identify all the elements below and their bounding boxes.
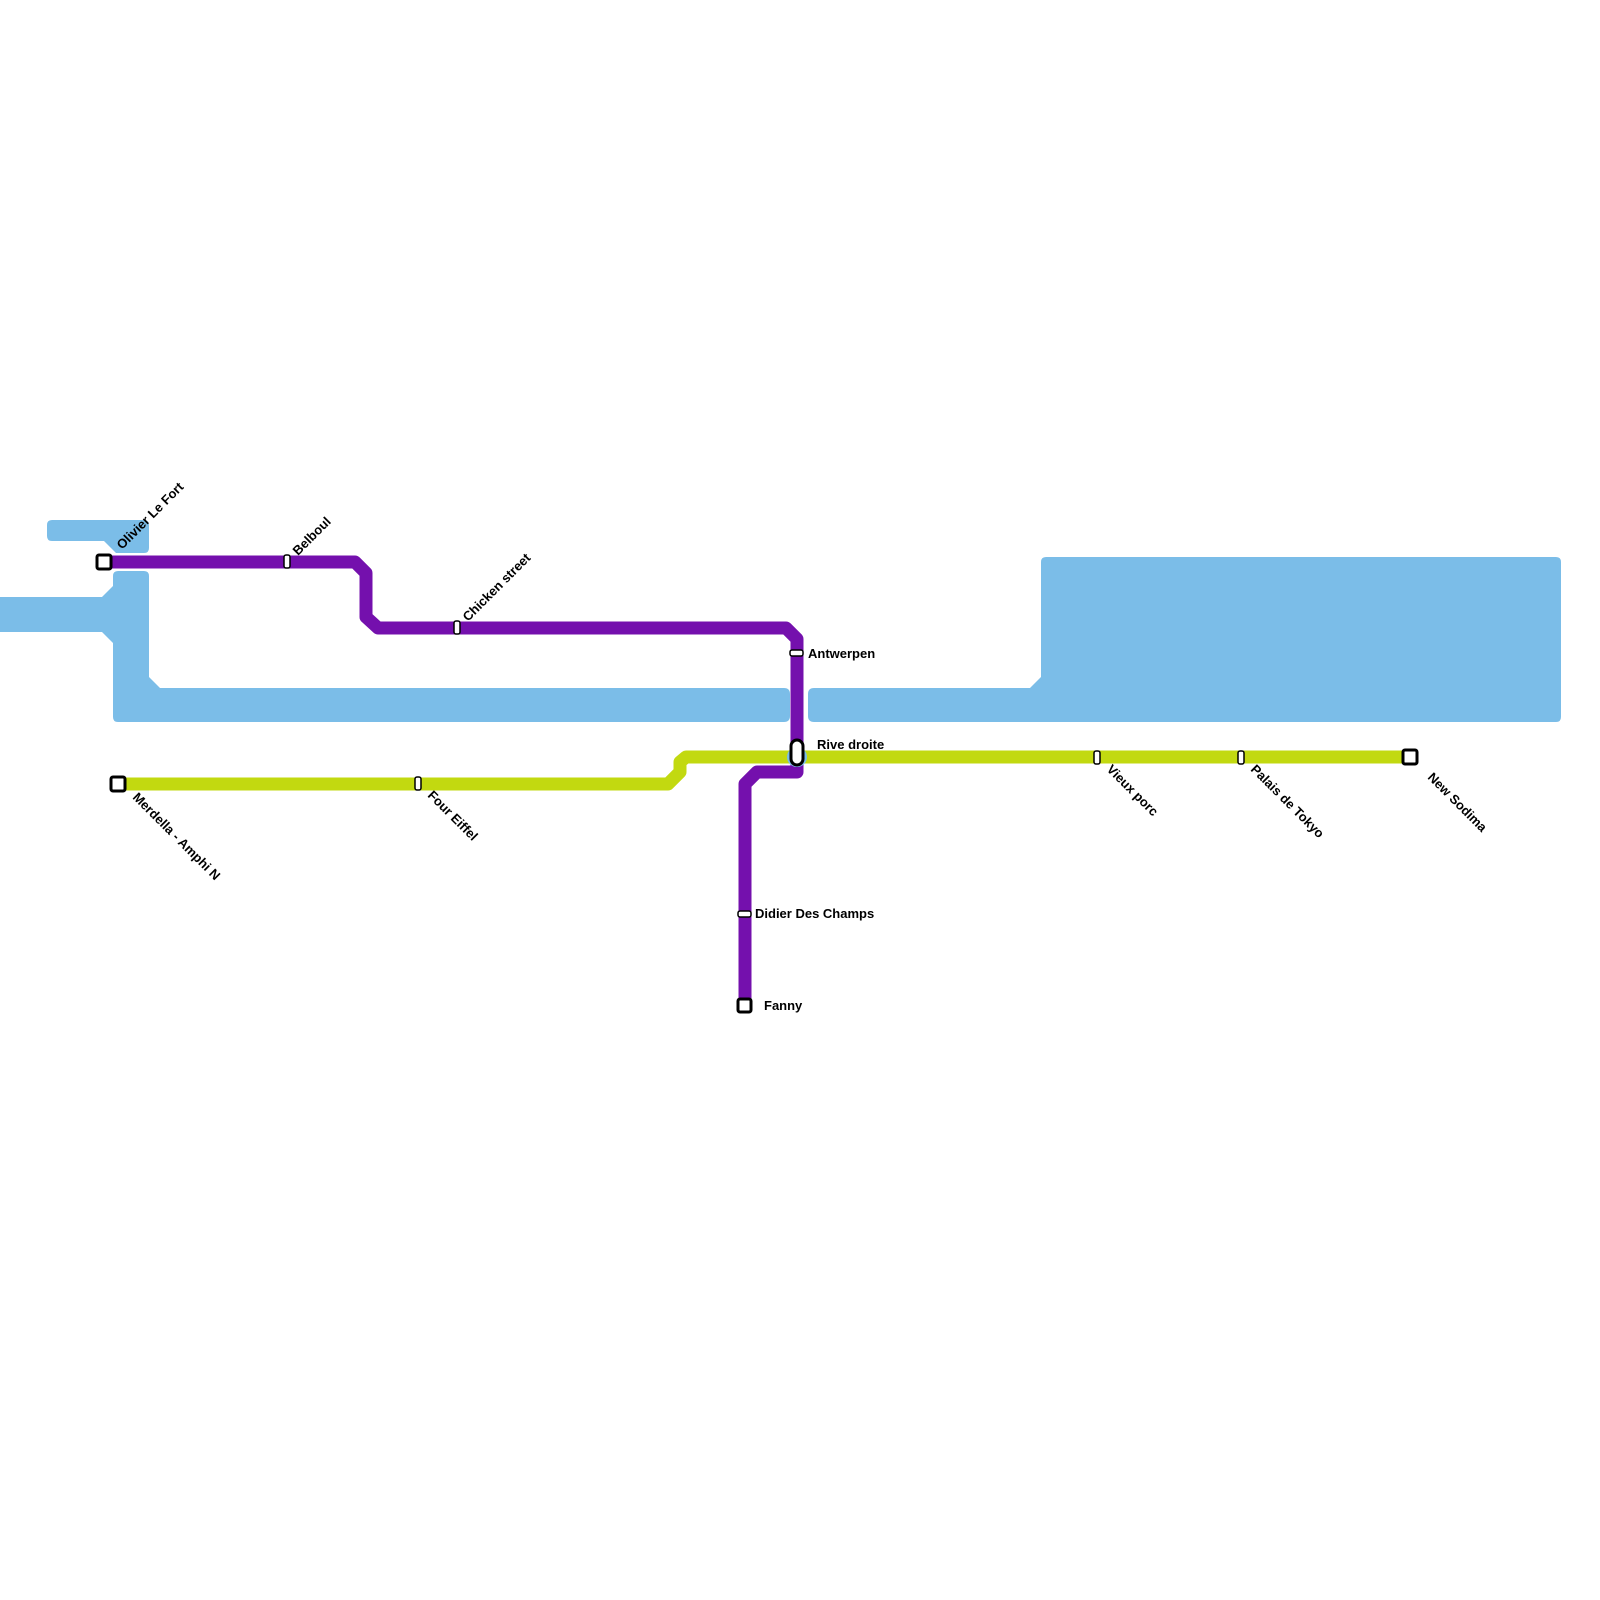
station-label: Palais de Tokyo [1248,762,1327,841]
station-chicken-street[interactable]: Chicken street [453,550,534,635]
station-merdella-amphi-n[interactable]: Merdella - Amphi N [109,775,224,884]
water-top-left [47,520,149,553]
station-new-sodima[interactable]: New Sodima [1401,748,1491,836]
station-label: Didier Des Champs [755,906,874,921]
station-fanny[interactable]: Fanny [736,997,803,1014]
station-label: Belboul [290,514,334,558]
station-label: Rive droite [817,737,884,752]
station-label: Chicken street [460,550,534,624]
station-rive-droite[interactable]: Rive droite [789,737,884,767]
water-left-channel [0,571,790,722]
station-label: Antwerpen [808,646,875,661]
water-areas [0,520,1561,722]
station-label: Four Eiffel [425,788,481,844]
water-right-basin [808,557,1561,722]
station-label: Olivier Le Fort [114,479,187,552]
station-label: Fanny [764,998,803,1013]
station-antwerpen[interactable]: Antwerpen [789,646,875,661]
station-label: Vieux porc [1104,762,1161,819]
station-palais-de-tokyo[interactable]: Palais de Tokyo [1237,750,1327,841]
station-label: Merdella - Amphi N [130,790,224,884]
purple-line[interactable] [104,555,804,1005]
station-label: New Sodima [1425,770,1491,836]
station-didier-des-champs[interactable]: Didier Des Champs [737,906,874,921]
